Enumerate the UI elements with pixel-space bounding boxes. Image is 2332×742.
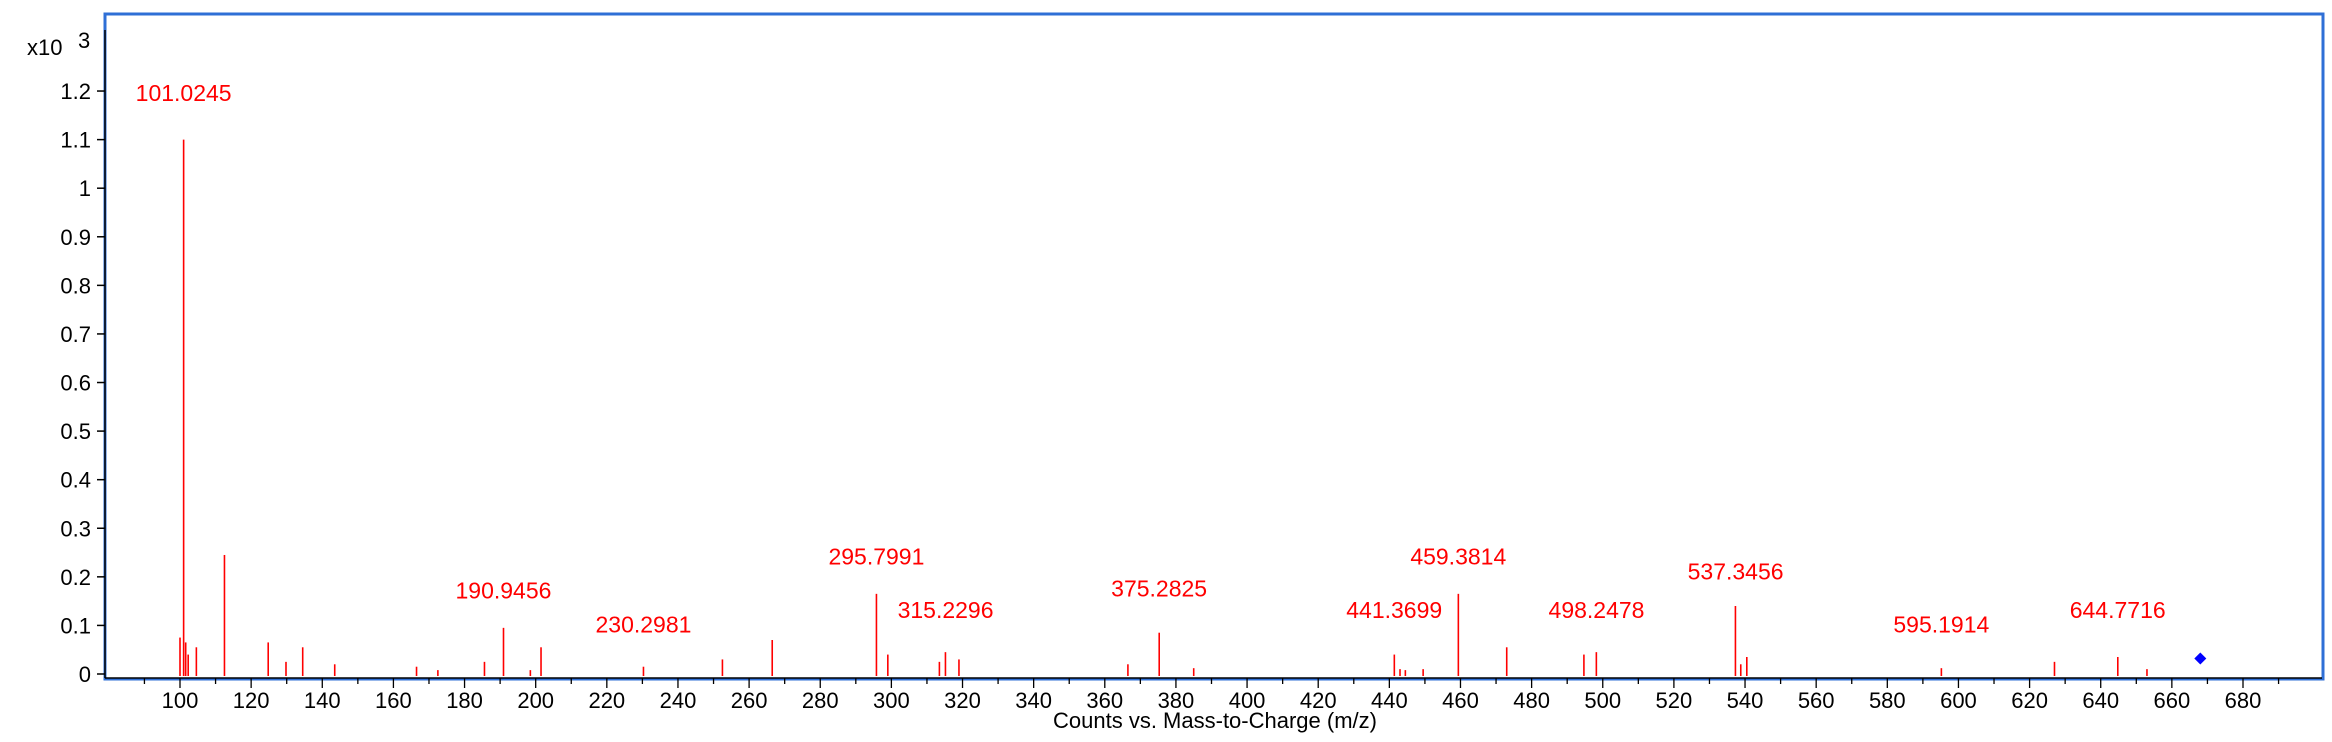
x-tick-label: 520 [1656,688,1693,713]
y-tick-label: 0.2 [60,565,91,590]
x-tick-label: 320 [944,688,981,713]
y-tick-label: 1 [79,176,91,201]
x-tick-label: 420 [1300,688,1337,713]
x-tick-label: 580 [1869,688,1906,713]
y-tick-label: 0 [79,662,91,687]
peak-label: 498.2478 [1549,597,1645,623]
x-tick-label: 440 [1371,688,1408,713]
x-tick-label: 480 [1513,688,1550,713]
precursor-marker-group [2194,652,2207,665]
x-tick-label: 260 [731,688,768,713]
x-tick-label: 140 [304,688,341,713]
x-tick-label: 400 [1229,688,1266,713]
x-tick-label: 620 [2011,688,2048,713]
peak-label: 459.3814 [1410,544,1506,570]
x-tick-label: 640 [2082,688,2119,713]
x-tick-label: 600 [1940,688,1977,713]
x-tick-label: 560 [1798,688,1835,713]
peak-series [179,139,2148,676]
y-scale-exponent: 3 [78,28,90,53]
peak-label: 644.7716 [2070,597,2166,623]
x-tick-label: 360 [1086,688,1123,713]
precursor-diamond-marker [2194,652,2207,665]
peak-label: 230.2981 [595,612,691,638]
x-tick-label: 660 [2154,688,2191,713]
x-tick-label: 500 [1584,688,1621,713]
peak-label: 101.0245 [136,80,232,106]
x-tick-label: 240 [660,688,697,713]
y-tick-label: 0.8 [60,273,91,298]
peak-label: 315.2296 [898,597,994,623]
peak-annotations: 101.0245 190.9456 230.2981 295.7991 315.2296… [136,80,2166,638]
y-tick-label: 0.3 [60,516,91,541]
x-tick-label: 460 [1442,688,1479,713]
axes: 0 0.1 0.2 0.3 0.4 0.5 0.6 0.7 0.8 0.9 1 1.1 1.2 100 12… [60,30,2322,713]
y-tick-label: 0.7 [60,322,91,347]
x-axis-title: Counts vs. Mass-to-Charge (m/z) [1053,708,1377,733]
x-tick-label: 220 [588,688,625,713]
peak-label: 537.3456 [1688,558,1784,584]
x-tick-label: 680 [2225,688,2262,713]
x-tick-label: 180 [446,688,483,713]
x-tick-label: 380 [1158,688,1195,713]
peak-label: 190.9456 [456,578,552,604]
plot-frame [103,12,2325,681]
y-tick-label: 0.5 [60,419,91,444]
y-scale-label: x10 [27,35,62,60]
peak-label: 295.7991 [828,544,924,570]
peak-label: 375.2825 [1111,575,1207,601]
x-tick-label: 340 [1015,688,1052,713]
y-tick-label: 0.1 [60,613,91,638]
y-tick-label: 0.4 [60,468,91,493]
peak-label: 441.3699 [1346,597,1442,623]
y-tick-label: 0.6 [60,371,91,396]
y-tick-label: 1.2 [60,79,91,104]
x-tick-label: 280 [802,688,839,713]
peak-label: 595.1914 [1893,612,1989,638]
x-tick-label: 540 [1727,688,1764,713]
x-tick-label: 120 [233,688,270,713]
x-tick-label: 100 [162,688,199,713]
y-tick-label: 0.9 [60,225,91,250]
x-tick-label: 300 [873,688,910,713]
x-tick-label: 160 [375,688,412,713]
y-tick-label: 1.1 [60,128,91,153]
x-tick-label: 200 [517,688,554,713]
